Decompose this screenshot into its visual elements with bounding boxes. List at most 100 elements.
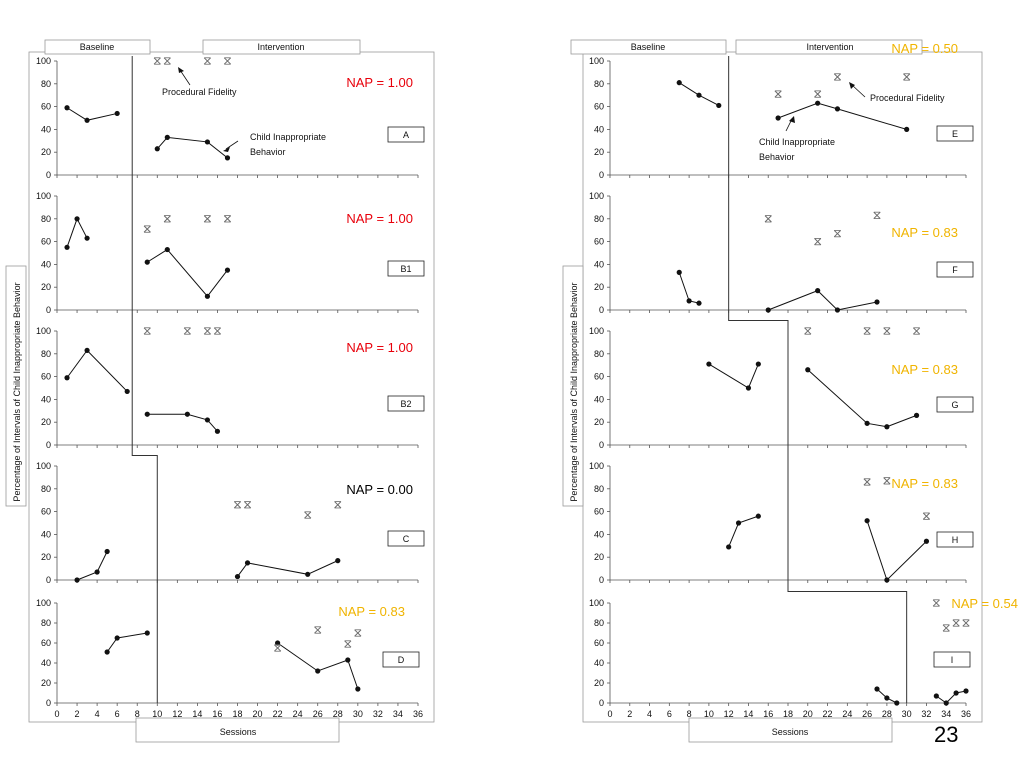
behavior-arrowhead (223, 147, 230, 152)
intervention-line (866, 520, 927, 581)
figure-2: Baseline Intervention Sessions Percentage o… (562, 39, 1018, 743)
fidelity-point (143, 225, 151, 233)
child-behavior-annotation: Child Inappropriate Behavior (250, 132, 326, 157)
x-tick-label: 0 (607, 709, 612, 719)
nap-label: NAP = 0.00 (346, 482, 413, 497)
behavior-arrowhead (789, 116, 795, 123)
intervention-point (204, 139, 211, 145)
y-tick-label: 80 (594, 618, 604, 628)
fidelity-point (833, 230, 841, 238)
y-tick-label: 80 (41, 214, 51, 224)
y-tick-label: 60 (594, 638, 604, 648)
baseline-point (755, 513, 761, 519)
fidelity-point (233, 501, 242, 509)
x-tick-label: 28 (333, 709, 343, 719)
y-tick-label: 20 (41, 552, 51, 562)
y-tick-label: 100 (36, 461, 51, 471)
baseline-point (84, 347, 90, 353)
participant-label: I (951, 655, 954, 665)
participant-label: H (952, 535, 959, 545)
x-tick-label: 8 (687, 709, 692, 719)
y-tick-label: 60 (594, 372, 604, 382)
x-axis-label: Sessions (220, 727, 257, 737)
intervention-label: Intervention (257, 42, 304, 52)
intervention-line (936, 690, 967, 704)
participant-label: G (951, 400, 958, 410)
baseline-point (716, 102, 722, 109)
fidelity-point (863, 478, 871, 486)
y-tick-label: 60 (594, 102, 604, 112)
participant-box (382, 651, 420, 668)
intervention-point (154, 146, 160, 152)
intervention-point (204, 293, 211, 299)
participant-box (387, 260, 425, 277)
baseline-point (735, 520, 742, 526)
nap-label: NAP = 0.83 (891, 225, 958, 240)
y-axis-label: Percentage of Intervals of Child Inappro… (12, 282, 22, 501)
intervention-point (315, 668, 321, 674)
y-tick-label: 80 (41, 484, 51, 494)
baseline-point (696, 92, 702, 98)
intervention-point (144, 411, 150, 417)
fidelity-point (354, 629, 362, 637)
y-tick-label: 40 (594, 124, 604, 134)
x-tick-label: 34 (393, 709, 403, 719)
intervention-point (765, 307, 771, 313)
behavior-arrow (225, 140, 239, 150)
x-tick-label: 14 (192, 709, 202, 719)
participant-label: A (403, 130, 409, 140)
figure-frame (28, 51, 435, 723)
y-tick-label: 40 (41, 259, 51, 269)
x-tick-label: 4 (95, 709, 100, 719)
baseline-point (676, 269, 682, 275)
baseline-line (76, 551, 108, 581)
panel-F: 0 20 40 60 80 100 F NAP = 0.83 (589, 191, 974, 315)
fidelity-point (873, 211, 881, 219)
intervention-point (214, 428, 221, 434)
intervention-point (884, 424, 890, 430)
fidelity-point (314, 626, 322, 634)
intervention-point (953, 690, 959, 696)
fidelity-point (203, 327, 211, 335)
fidelity-point (334, 501, 342, 509)
intervention-point (943, 700, 949, 706)
fidelity-point (814, 237, 822, 246)
fidelity-point (952, 619, 960, 627)
y-tick-label: 80 (594, 214, 604, 224)
y-tick-label: 100 (589, 326, 604, 336)
intervention-point (224, 155, 231, 161)
x-tick-label: 10 (152, 709, 162, 719)
baseline-point (745, 385, 752, 391)
y-tick-label: 60 (41, 372, 51, 382)
fidelity-point (932, 599, 940, 607)
intervention-point (204, 417, 211, 423)
baseline-point (64, 244, 70, 250)
intervention-point (815, 100, 821, 106)
intervention-line (156, 136, 228, 159)
intervention-point (775, 115, 781, 121)
y-tick-label: 60 (41, 507, 51, 517)
intervention-point (164, 134, 170, 140)
x-tick-label: 26 (313, 709, 323, 719)
y-tick-label: 40 (594, 658, 604, 668)
fidelity-arrow (179, 69, 191, 86)
intervention-point (164, 246, 170, 253)
x-tick-label: 18 (783, 709, 793, 719)
intervention-point (345, 657, 351, 663)
y-axis-label: Percentage of Intervals of Child Inappro… (569, 282, 579, 501)
intervention-point (904, 126, 910, 132)
y-tick-label: 0 (599, 305, 604, 315)
intervention-line (237, 560, 338, 577)
y-tick-label: 40 (41, 124, 51, 134)
nap-label: NAP = 0.83 (338, 604, 405, 619)
fidelity-point (883, 477, 891, 485)
baseline-line (106, 632, 148, 653)
fidelity-point (913, 327, 921, 335)
intervention-point (815, 288, 821, 294)
participant-label: D (398, 655, 405, 665)
y-tick-label: 60 (594, 237, 604, 247)
participant-label: B2 (400, 399, 411, 409)
baseline-point (706, 361, 712, 367)
